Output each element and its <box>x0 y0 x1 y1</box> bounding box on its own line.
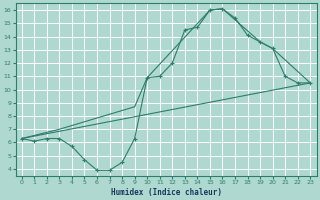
X-axis label: Humidex (Indice chaleur): Humidex (Indice chaleur) <box>110 188 221 197</box>
